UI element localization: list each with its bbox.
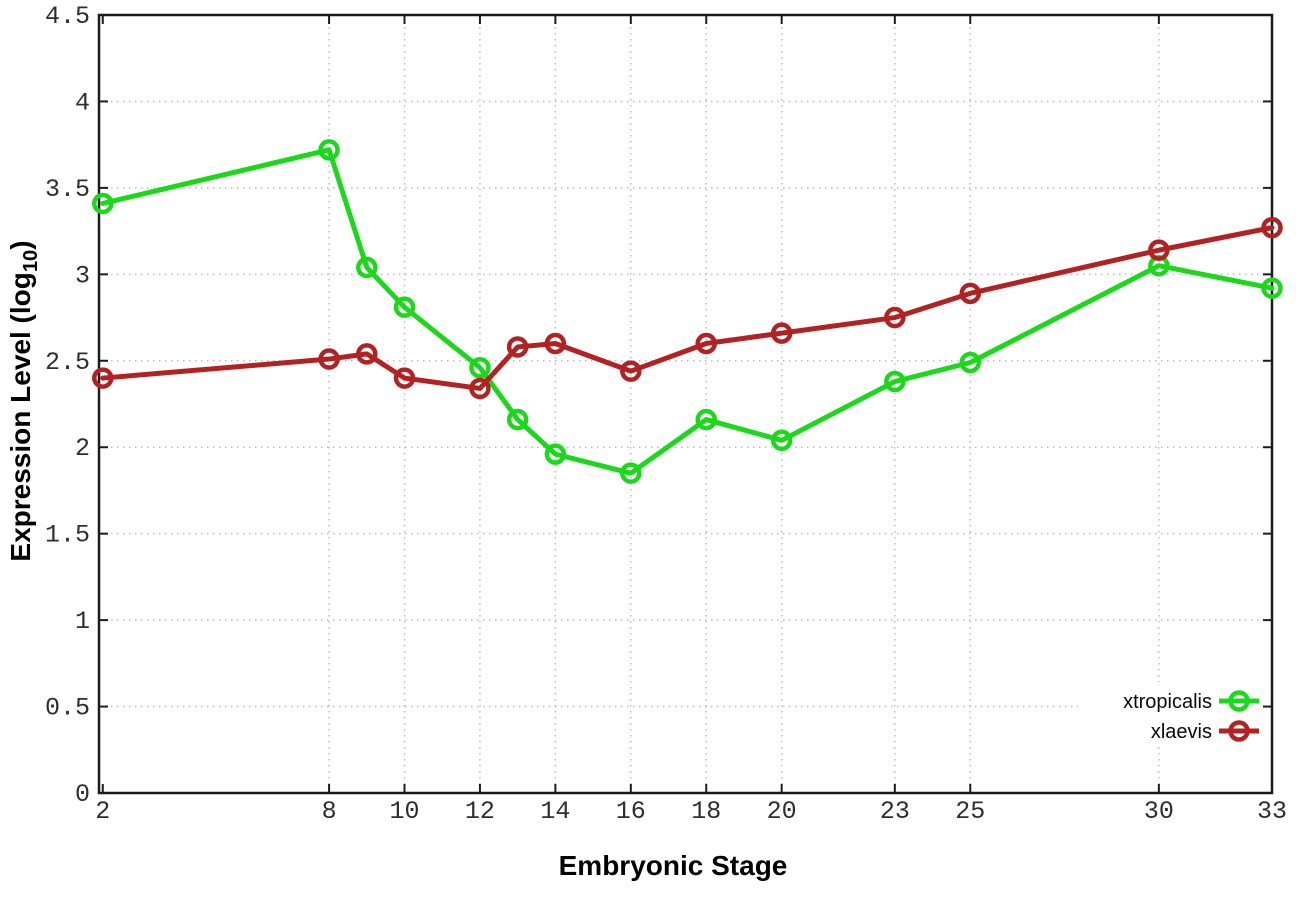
legend-marker-icon [1228,720,1250,742]
x-tick-label: 18 [691,797,721,826]
y-tick-label: 1.5 [45,521,90,550]
data-point-xlaevis [469,377,491,400]
data-point-xlaevis [318,348,340,370]
data-point-xtropicalis [1261,277,1283,299]
x-tick-label: 16 [616,797,646,826]
data-point-xtropicalis [544,443,567,465]
data-point-xtropicalis [884,370,906,393]
data-point-xlaevis [356,343,378,365]
data-point-xlaevis [92,367,114,389]
x-tick-label: 30 [1144,797,1174,826]
data-point-xlaevis [770,322,793,344]
y-tick-label: 3 [75,261,90,290]
y-tick-label: 4 [75,88,90,117]
x-tick-label: 12 [465,797,495,826]
x-tick-label: 14 [540,797,570,826]
data-point-xtropicalis [959,351,982,374]
data-point-xtropicalis [318,139,340,161]
data-point-xlaevis [544,332,567,355]
data-point-xtropicalis [770,429,793,452]
y-tick-label: 0.5 [45,694,90,723]
data-point-xtropicalis [506,408,529,431]
data-point-xtropicalis [620,462,642,484]
data-point-xtropicalis [356,256,378,279]
series-line-xtropicalis [100,147,1275,476]
series-line-xlaevis [100,225,1275,391]
x-tick-label: 2 [95,797,110,826]
legend-label-xtropicalis: xtropicalis [1123,691,1212,713]
data-point-xtropicalis [393,296,416,318]
x-tick-label: 10 [390,797,420,826]
x-axis-title: Embryonic Stage [559,850,788,882]
data-point-xlaevis [506,336,529,358]
legend-label-xlaevis: xlaevis [1151,721,1212,743]
data-point-xlaevis [620,360,642,382]
x-tick-label: 33 [1257,797,1287,826]
x-tick-label: 8 [322,797,337,826]
y-axis-title-text: Expression Level (log10) [5,240,42,562]
y-tick-label: 3.5 [45,175,90,204]
x-tick-label: 25 [955,797,985,826]
y-tick-label: 1 [75,607,90,636]
x-axis-title-text: Embryonic Stage [558,850,788,881]
data-point-xtropicalis [469,356,491,379]
x-tick-label: 23 [880,797,910,826]
y-tick-label: 0 [75,780,90,809]
data-point-xlaevis [959,282,982,305]
x-tick-label: 20 [767,797,797,826]
data-point-xlaevis [393,367,416,389]
data-point-xlaevis [695,332,717,355]
data-point-xlaevis [1148,239,1170,261]
data-point-xlaevis [1261,216,1283,239]
y-tick-label: 2.5 [45,348,90,377]
plot-border [97,13,1274,795]
data-point-xlaevis [884,306,906,329]
data-point-xtropicalis [92,192,114,215]
y-tick-label: 2 [75,434,90,463]
y-tick-label: 4.5 [45,2,90,31]
data-point-xtropicalis [695,408,717,431]
legend-marker-icon [1228,690,1250,712]
